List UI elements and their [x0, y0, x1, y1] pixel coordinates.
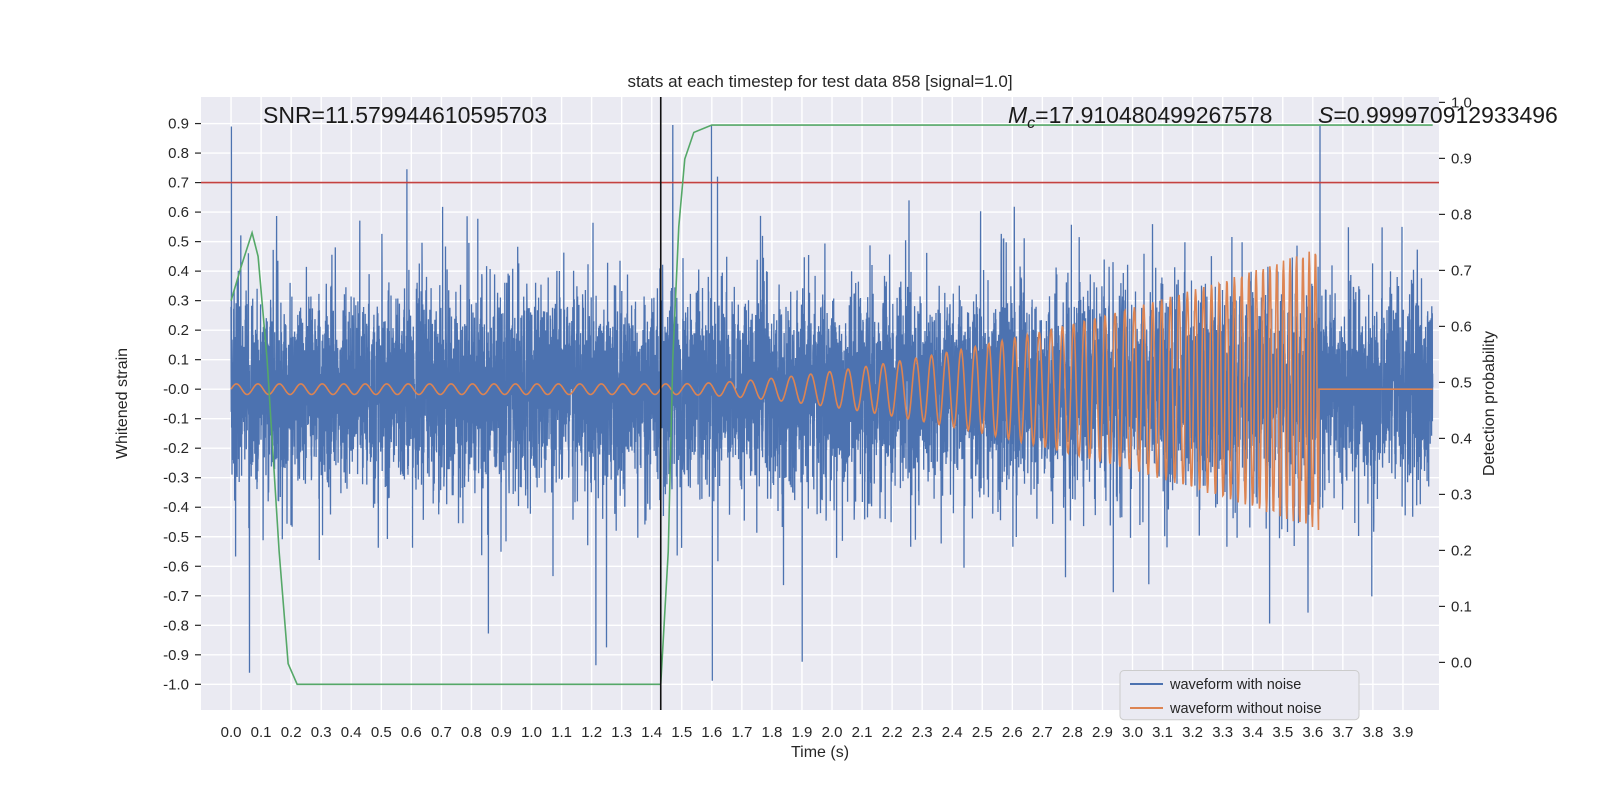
svg-text:0.7: 0.7 — [1451, 262, 1472, 279]
svg-text:0.1: 0.1 — [168, 352, 189, 369]
svg-text:Whitened strain: Whitened strain — [114, 348, 131, 459]
svg-text:0.4: 0.4 — [168, 263, 189, 280]
svg-text:0.4: 0.4 — [341, 724, 362, 741]
svg-text:SNR=11.579944610595703: SNR=11.579944610595703 — [263, 102, 547, 128]
svg-text:0.2: 0.2 — [168, 322, 189, 339]
svg-text:0.0: 0.0 — [221, 724, 242, 741]
svg-text:-0.3: -0.3 — [163, 470, 189, 487]
svg-text:1.1: 1.1 — [551, 724, 572, 741]
svg-text:2.5: 2.5 — [972, 724, 993, 741]
svg-text:2.4: 2.4 — [942, 724, 963, 741]
svg-text:2.0: 2.0 — [822, 724, 843, 741]
svg-text:0.5: 0.5 — [1451, 374, 1472, 391]
svg-text:0.8: 0.8 — [461, 724, 482, 741]
svg-text:0.8: 0.8 — [168, 145, 189, 162]
svg-text:1.8: 1.8 — [761, 724, 782, 741]
svg-text:3.9: 3.9 — [1393, 724, 1414, 741]
svg-text:-0.4: -0.4 — [163, 499, 189, 516]
svg-text:0.3: 0.3 — [168, 293, 189, 310]
svg-text:-0.9: -0.9 — [163, 647, 189, 664]
svg-text:0.6: 0.6 — [1451, 318, 1472, 335]
svg-text:3.5: 3.5 — [1272, 724, 1293, 741]
svg-text:3.3: 3.3 — [1212, 724, 1233, 741]
svg-text:3.0: 3.0 — [1122, 724, 1143, 741]
svg-text:3.1: 3.1 — [1152, 724, 1173, 741]
svg-text:Detection probability: Detection probability — [1481, 331, 1498, 476]
svg-text:Mc=17.910480499267578: Mc=17.910480499267578 — [1008, 102, 1272, 132]
svg-text:1.6: 1.6 — [701, 724, 722, 741]
svg-text:1.7: 1.7 — [731, 724, 752, 741]
svg-text:0.9: 0.9 — [1451, 150, 1472, 167]
svg-text:stats at each timestep for tes: stats at each timestep for test data 858… — [627, 72, 1012, 91]
svg-text:3.6: 3.6 — [1302, 724, 1323, 741]
svg-text:-0.1: -0.1 — [163, 411, 189, 428]
svg-text:S=0.999970912933496: S=0.999970912933496 — [1318, 102, 1558, 128]
svg-text:-0.7: -0.7 — [163, 588, 189, 605]
svg-text:2.2: 2.2 — [882, 724, 903, 741]
svg-text:0.1: 0.1 — [1451, 598, 1472, 615]
svg-text:0.8: 0.8 — [1451, 206, 1472, 223]
svg-text:1.9: 1.9 — [792, 724, 813, 741]
svg-text:3.7: 3.7 — [1332, 724, 1353, 741]
svg-text:0.1: 0.1 — [251, 724, 272, 741]
svg-text:2.7: 2.7 — [1032, 724, 1053, 741]
svg-text:-0.8: -0.8 — [163, 617, 189, 634]
svg-text:0.2: 0.2 — [281, 724, 302, 741]
svg-text:0.3: 0.3 — [1451, 486, 1472, 503]
svg-text:2.6: 2.6 — [1002, 724, 1023, 741]
svg-text:-0.0: -0.0 — [163, 381, 189, 398]
svg-text:-0.2: -0.2 — [163, 440, 189, 457]
svg-text:-0.6: -0.6 — [163, 558, 189, 575]
svg-text:2.3: 2.3 — [912, 724, 933, 741]
svg-text:1.2: 1.2 — [581, 724, 602, 741]
svg-text:0.7: 0.7 — [431, 724, 452, 741]
svg-text:0.9: 0.9 — [168, 116, 189, 133]
svg-text:0.4: 0.4 — [1451, 430, 1472, 447]
svg-text:3.8: 3.8 — [1362, 724, 1383, 741]
svg-text:0.2: 0.2 — [1451, 542, 1472, 559]
svg-text:2.9: 2.9 — [1092, 724, 1113, 741]
svg-text:0.6: 0.6 — [168, 204, 189, 221]
svg-text:-1.0: -1.0 — [163, 676, 189, 693]
svg-text:3.2: 3.2 — [1182, 724, 1203, 741]
svg-text:Time (s): Time (s) — [791, 744, 849, 761]
svg-text:2.8: 2.8 — [1062, 724, 1083, 741]
svg-text:0.0: 0.0 — [1451, 654, 1472, 671]
svg-text:waveform without noise: waveform without noise — [1169, 701, 1322, 717]
svg-text:2.1: 2.1 — [852, 724, 873, 741]
svg-text:0.6: 0.6 — [401, 724, 422, 741]
svg-text:0.7: 0.7 — [168, 175, 189, 192]
svg-text:0.5: 0.5 — [371, 724, 392, 741]
svg-text:waveform with noise: waveform with noise — [1169, 677, 1301, 693]
svg-text:0.5: 0.5 — [168, 234, 189, 251]
svg-text:0.3: 0.3 — [311, 724, 332, 741]
svg-text:3.4: 3.4 — [1242, 724, 1263, 741]
svg-text:0.9: 0.9 — [491, 724, 512, 741]
svg-text:1.3: 1.3 — [611, 724, 632, 741]
svg-text:1.0: 1.0 — [521, 724, 542, 741]
svg-text:1.4: 1.4 — [641, 724, 662, 741]
svg-text:1.5: 1.5 — [671, 724, 692, 741]
svg-text:-0.5: -0.5 — [163, 529, 189, 546]
